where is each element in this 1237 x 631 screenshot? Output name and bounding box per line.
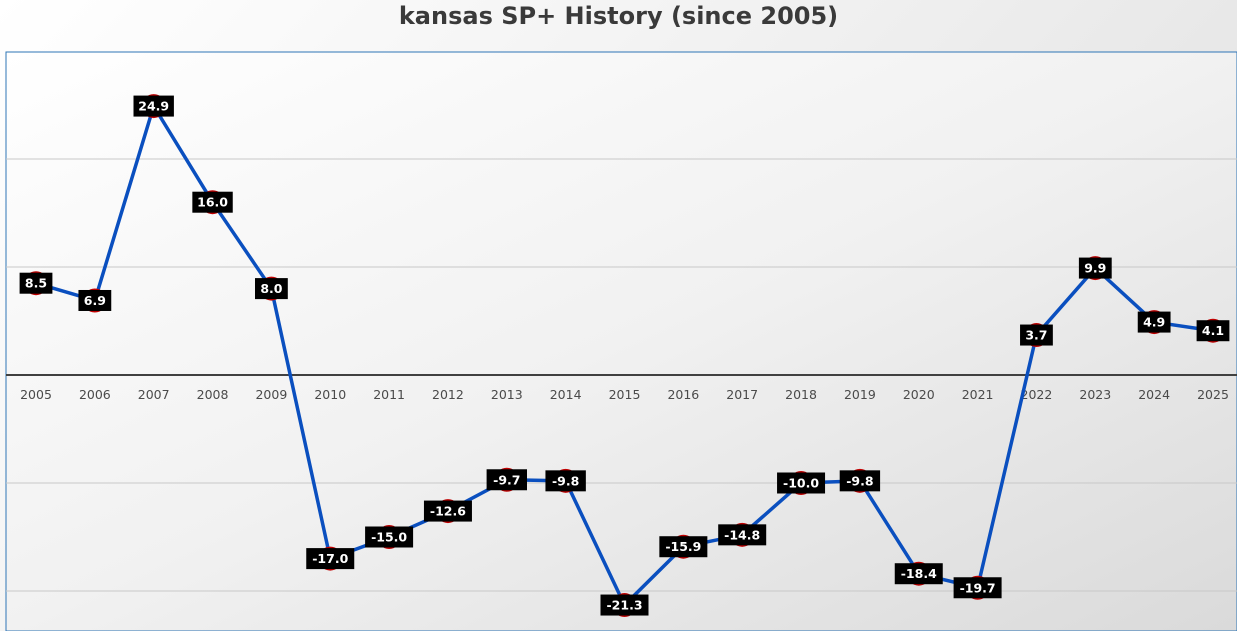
data-label-box: [78, 289, 112, 311]
data-label: 16.0: [197, 195, 228, 210]
data-label-box: [365, 526, 414, 548]
data-label-box: [600, 594, 649, 616]
data-label: -14.8: [724, 527, 760, 542]
x-tick-label: 2012: [432, 387, 464, 402]
x-tick-label: 2022: [1021, 387, 1053, 402]
data-label-box: [1137, 311, 1171, 333]
data-label: -12.6: [430, 504, 466, 519]
x-tick-label: 2020: [903, 387, 935, 402]
data-label: -9.8: [552, 473, 579, 488]
x-tick-label: 2016: [667, 387, 699, 402]
data-label: -10.0: [783, 476, 819, 491]
data-label: 9.9: [1084, 261, 1106, 276]
data-label-box: [1078, 257, 1112, 279]
x-tick-label: 2025: [1197, 387, 1229, 402]
x-tick-label: 2007: [138, 387, 170, 402]
x-tick-label: 2018: [785, 387, 817, 402]
data-label: -17.0: [312, 551, 348, 566]
data-label-box: [306, 548, 355, 570]
data-label: -15.0: [371, 530, 407, 545]
data-labels: 8.5 6.9 24.9 16.0 8.0 -17.0 -15.0 -12.6 -9.7 -9.8…: [19, 95, 1230, 616]
x-tick-label: 2019: [844, 387, 876, 402]
x-tick-label: 2010: [314, 387, 346, 402]
x-tick-label: 2013: [491, 387, 523, 402]
data-label: -19.7: [960, 580, 996, 595]
x-tick-label: 2021: [962, 387, 994, 402]
data-label: 4.9: [1143, 315, 1165, 330]
data-label-box: [192, 191, 233, 213]
x-tick-label: 2011: [373, 387, 405, 402]
data-label: -18.4: [901, 566, 937, 581]
chart-title: kansas SP+ History (since 2005): [398, 2, 839, 30]
data-label: 8.5: [25, 276, 47, 291]
data-label-box: [19, 272, 53, 294]
data-label-box: [1196, 320, 1230, 342]
data-label-box: [423, 500, 472, 522]
data-label-box: [894, 563, 943, 585]
data-label: 3.7: [1025, 328, 1047, 343]
data-label-box: [255, 278, 288, 300]
data-label-box: [839, 470, 881, 492]
x-tick-label: 2006: [79, 387, 111, 402]
data-label-box: [486, 469, 527, 491]
data-label-box: [545, 470, 586, 492]
data-label: -9.8: [846, 473, 873, 488]
x-tick-label: 2017: [726, 387, 758, 402]
data-label-box: [777, 472, 826, 494]
data-label: -9.7: [493, 472, 520, 487]
x-tick-label: 2005: [20, 387, 52, 402]
gridlines: [6, 158, 1237, 592]
data-label: 24.9: [138, 99, 169, 114]
x-tick-label: 2015: [609, 387, 641, 402]
data-label-box: [953, 577, 1002, 599]
x-tick-label: 2008: [197, 387, 229, 402]
data-label: 6.9: [84, 293, 106, 308]
x-axis: 2005 2006 2007 2008 2009 2010 2011 2012 2013 2014…: [6, 374, 1237, 402]
x-tick-label: 2009: [255, 387, 287, 402]
data-label: 8.0: [260, 281, 282, 296]
data-label-box: [659, 536, 708, 558]
data-label: 4.1: [1202, 323, 1224, 338]
data-label-box: [1020, 324, 1053, 346]
x-tick-label: 2024: [1138, 387, 1170, 402]
data-label-box: [133, 95, 174, 117]
data-label-box: [718, 524, 767, 546]
x-tick-label: 2023: [1079, 387, 1111, 402]
data-label: -15.9: [665, 539, 701, 554]
x-tick-label: 2014: [550, 387, 582, 402]
data-label: -21.3: [606, 598, 642, 613]
